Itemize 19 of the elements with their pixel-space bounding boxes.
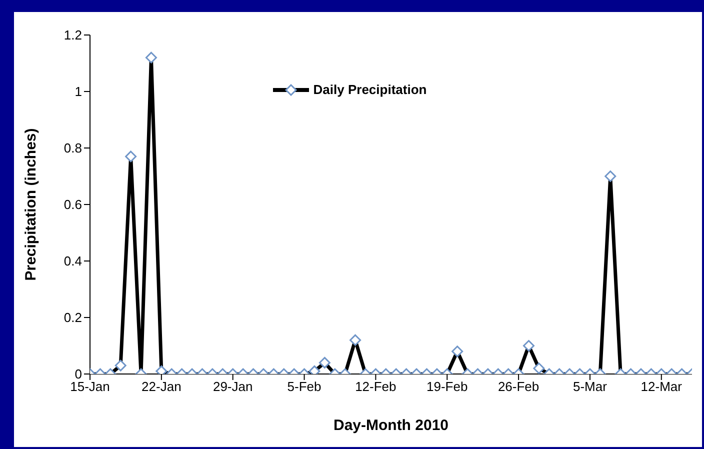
x-tick-label: 29-Jan xyxy=(212,379,253,394)
y-tick-label: 0.2 xyxy=(64,310,82,326)
y-tick-label: 1 xyxy=(74,84,82,100)
y-tick-label: 0.6 xyxy=(64,197,82,212)
x-tick-label: 12-Mar xyxy=(640,379,683,394)
x-tick-label: 5-Feb xyxy=(287,379,322,394)
y-tick-label: 1.2 xyxy=(64,28,82,43)
y-tick-label: 0.8 xyxy=(64,140,82,156)
x-axis-title: Day-Month 2010 xyxy=(333,417,449,434)
legend-label: Daily Precipitation xyxy=(313,82,427,97)
x-tick-label: 12-Feb xyxy=(355,379,396,394)
y-tick-label: 0.4 xyxy=(64,254,82,269)
y-axis-title: Precipitation (inches) xyxy=(22,128,40,281)
x-tick-label: 26-Feb xyxy=(498,379,540,394)
y-tick-label: 0 xyxy=(74,366,82,382)
x-tick-label: 19-Feb xyxy=(426,379,468,394)
x-tick-label: 15-Jan xyxy=(70,379,110,394)
x-tick-label: 22-Jan xyxy=(142,379,182,394)
x-tick-label: 5-Mar xyxy=(572,379,608,394)
